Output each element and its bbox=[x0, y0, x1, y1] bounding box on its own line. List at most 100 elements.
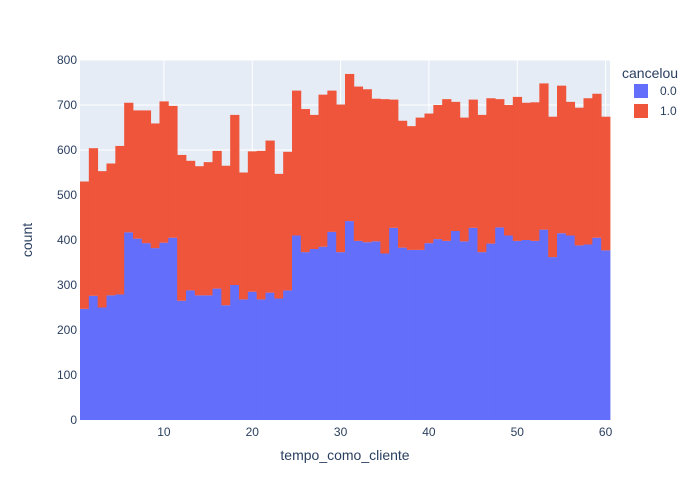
bar-series0[interactable] bbox=[203, 295, 213, 420]
bar-series1[interactable] bbox=[124, 102, 134, 233]
bar-series1[interactable] bbox=[203, 162, 213, 296]
bar-series1[interactable] bbox=[539, 83, 549, 230]
bar-series1[interactable] bbox=[327, 90, 337, 232]
bar-series0[interactable] bbox=[124, 232, 134, 420]
bar-series1[interactable] bbox=[548, 116, 558, 258]
bar-series1[interactable] bbox=[495, 99, 505, 228]
bar-series1[interactable] bbox=[265, 140, 275, 293]
bar-series0[interactable] bbox=[486, 243, 496, 420]
bar-series1[interactable] bbox=[371, 98, 381, 242]
bar-series1[interactable] bbox=[512, 96, 523, 241]
bar-series1[interactable] bbox=[230, 114, 240, 286]
bar-series0[interactable] bbox=[592, 237, 602, 420]
legend-label-0[interactable]: 0.0 bbox=[660, 84, 677, 98]
bar-series0[interactable] bbox=[415, 249, 425, 420]
bar-series0[interactable] bbox=[424, 243, 434, 420]
bar-series1[interactable] bbox=[283, 151, 293, 291]
bar-series1[interactable] bbox=[362, 89, 372, 243]
bar-series0[interactable] bbox=[327, 231, 337, 420]
bar-series0[interactable] bbox=[442, 240, 452, 420]
bar-series0[interactable] bbox=[336, 252, 346, 420]
bar-series1[interactable] bbox=[415, 117, 425, 250]
bar-series0[interactable] bbox=[512, 240, 523, 420]
bar-series0[interactable] bbox=[300, 252, 311, 420]
bar-series0[interactable] bbox=[565, 235, 576, 421]
bar-series0[interactable] bbox=[230, 285, 240, 420]
bar-series0[interactable] bbox=[353, 240, 364, 420]
bar-series0[interactable] bbox=[106, 295, 116, 420]
bar-series0[interactable] bbox=[318, 246, 328, 420]
bar-series1[interactable] bbox=[106, 163, 116, 296]
bar-series0[interactable] bbox=[283, 290, 293, 420]
bar-series0[interactable] bbox=[468, 227, 478, 420]
bar-series1[interactable] bbox=[574, 107, 584, 246]
bar-series0[interactable] bbox=[521, 240, 531, 420]
bar-series0[interactable] bbox=[221, 305, 231, 420]
bar-series1[interactable] bbox=[159, 101, 169, 243]
bar-series0[interactable] bbox=[362, 242, 372, 420]
bar-series0[interactable] bbox=[212, 288, 222, 420]
bar-series0[interactable] bbox=[433, 239, 443, 420]
bar-series0[interactable] bbox=[504, 235, 514, 421]
bar-series1[interactable] bbox=[389, 99, 399, 228]
legend-swatch-0[interactable] bbox=[634, 84, 648, 98]
bar-series1[interactable] bbox=[353, 86, 364, 241]
bar-series0[interactable] bbox=[159, 242, 169, 420]
bar-series1[interactable] bbox=[530, 102, 540, 241]
bar-series0[interactable] bbox=[380, 253, 390, 421]
bar-series1[interactable] bbox=[133, 110, 143, 239]
bar-series0[interactable] bbox=[80, 308, 90, 420]
bar-series1[interactable] bbox=[97, 171, 107, 308]
bar-series0[interactable] bbox=[239, 299, 249, 420]
bar-series0[interactable] bbox=[371, 241, 381, 420]
bar-series1[interactable] bbox=[521, 102, 531, 240]
bar-series0[interactable] bbox=[574, 245, 584, 420]
bar-series1[interactable] bbox=[451, 101, 461, 231]
bar-series1[interactable] bbox=[486, 98, 496, 244]
bar-series0[interactable] bbox=[459, 241, 470, 420]
bar-series0[interactable] bbox=[583, 244, 593, 421]
bar-series1[interactable] bbox=[168, 105, 178, 238]
bar-series1[interactable] bbox=[274, 173, 284, 299]
bar-series0[interactable] bbox=[539, 229, 549, 420]
bar-series1[interactable] bbox=[186, 160, 196, 291]
bar-series1[interactable] bbox=[300, 109, 311, 253]
bar-series0[interactable] bbox=[389, 227, 399, 420]
bar-series0[interactable] bbox=[557, 233, 567, 420]
bar-series0[interactable] bbox=[194, 295, 205, 420]
bar-series1[interactable] bbox=[318, 94, 328, 247]
bar-series1[interactable] bbox=[442, 99, 452, 241]
legend-swatch-1[interactable] bbox=[634, 104, 648, 118]
bar-series1[interactable] bbox=[504, 105, 514, 236]
bar-series1[interactable] bbox=[256, 150, 266, 300]
bar-series0[interactable] bbox=[292, 235, 302, 421]
bar-series0[interactable] bbox=[495, 227, 505, 420]
bar-series0[interactable] bbox=[398, 247, 408, 420]
bar-series0[interactable] bbox=[256, 299, 266, 420]
bar-series1[interactable] bbox=[177, 154, 187, 301]
bar-series1[interactable] bbox=[398, 120, 408, 248]
bar-series1[interactable] bbox=[247, 151, 258, 292]
bar-series0[interactable] bbox=[345, 221, 355, 420]
bar-series1[interactable] bbox=[80, 181, 90, 309]
bar-series1[interactable] bbox=[88, 148, 99, 296]
bar-series0[interactable] bbox=[133, 238, 143, 420]
bar-series0[interactable] bbox=[141, 243, 152, 420]
bar-series0[interactable] bbox=[186, 290, 196, 420]
bar-series1[interactable] bbox=[380, 99, 390, 254]
bar-series1[interactable] bbox=[336, 104, 346, 253]
bar-series1[interactable] bbox=[557, 85, 567, 234]
bar-series0[interactable] bbox=[265, 292, 275, 420]
bar-series0[interactable] bbox=[150, 248, 160, 420]
bar-series1[interactable] bbox=[239, 172, 249, 300]
bar-series1[interactable] bbox=[468, 99, 478, 228]
bar-series1[interactable] bbox=[115, 145, 125, 295]
bar-series0[interactable] bbox=[477, 252, 487, 420]
bar-series1[interactable] bbox=[309, 114, 319, 250]
bar-series0[interactable] bbox=[97, 307, 107, 421]
bar-series0[interactable] bbox=[601, 250, 611, 420]
bar-series0[interactable] bbox=[88, 295, 99, 420]
bar-series0[interactable] bbox=[168, 237, 178, 420]
bar-series1[interactable] bbox=[406, 126, 417, 250]
bar-series0[interactable] bbox=[309, 249, 319, 420]
